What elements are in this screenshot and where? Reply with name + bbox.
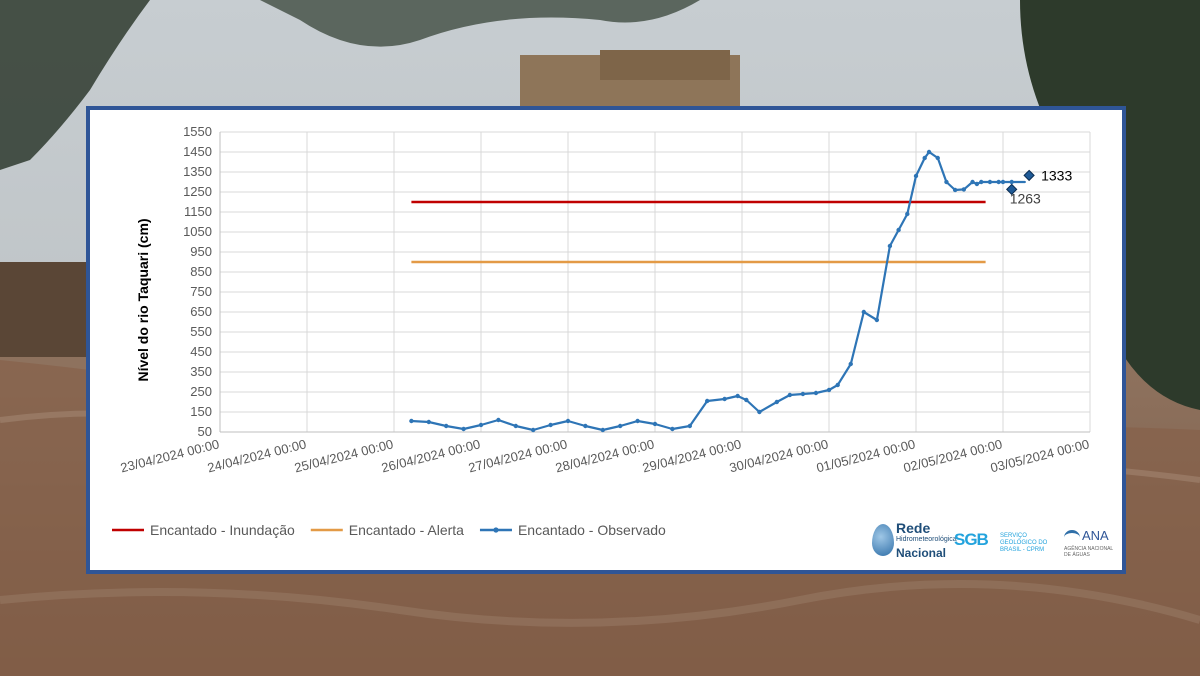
data-point [744, 397, 749, 403]
water-drop-icon [872, 524, 894, 556]
legend-marker [493, 527, 499, 533]
y-tick-label: 350 [190, 364, 212, 379]
data-point [478, 422, 484, 428]
data-point [757, 409, 762, 415]
data-point [874, 317, 880, 323]
data-point [813, 390, 819, 396]
data-point [800, 391, 806, 397]
data-point [922, 155, 927, 161]
data-point [987, 179, 993, 185]
data-point [409, 418, 414, 424]
y-tick-label: 1050 [183, 224, 212, 239]
chart-panel: 50 150 250 350 450 550 650 750 850 950 1050 1150 125… [86, 106, 1126, 574]
y-tick-label: 1150 [184, 204, 212, 219]
annotation-marker [1005, 183, 1018, 196]
data-point [896, 227, 901, 233]
y-tick-label: 650 [190, 304, 212, 319]
data-point [426, 419, 431, 425]
x-tick-label: 27/04/2024 00:00 [467, 436, 569, 475]
ana-logo: ANA AGÊNCIA NACIONAL DE ÁGUAS [1064, 528, 1113, 558]
y-tick-label: 150 [190, 404, 212, 419]
data-point [513, 423, 518, 429]
annotation-label: 1333 [1041, 167, 1072, 183]
y-tick-label: 1250 [183, 184, 212, 199]
data-point [600, 427, 605, 433]
legend-label: Encantado - Observado [518, 522, 666, 538]
y-tick-label: 1350 [183, 164, 212, 179]
x-tick-label: 01/05/2024 00:00 [815, 436, 917, 475]
legend-label: Encantado - Alerta [349, 522, 464, 538]
x-tick-label: 28/04/2024 00:00 [554, 436, 656, 475]
sgb-logo: SGB SERVIÇO GEOLÓGICO DO BRASIL - CPRM [954, 530, 1048, 553]
y-tick-label: 950 [190, 244, 212, 259]
annotation-label: 1263 [1010, 190, 1041, 206]
series-line-observado [410, 150, 1026, 432]
data-point [835, 382, 840, 388]
x-tick-label: 26/04/2024 00:00 [380, 436, 482, 475]
data-point [887, 243, 893, 249]
data-point [548, 422, 553, 428]
data-point [652, 421, 658, 427]
data-point [461, 426, 466, 432]
logos: Rede Hidrometeorológica Nacional SGB SER… [872, 518, 1116, 564]
data-point [1009, 179, 1014, 185]
wave-icon [1064, 530, 1080, 545]
river-level-chart: 50 150 250 350 450 550 650 750 850 950 1050 1150 125… [112, 124, 1091, 538]
data-point [1000, 179, 1006, 185]
data-point [705, 398, 710, 404]
data-point [935, 155, 940, 161]
data-point [531, 427, 536, 433]
chart-series [409, 149, 1026, 433]
y-tick-label: 250 [190, 384, 212, 399]
x-tick-label: 23/04/2024 00:00 [119, 436, 221, 475]
chart-legend: Encantado - Inundação Encantado - Alerta E… [112, 522, 666, 538]
data-point [970, 179, 975, 185]
y-tick-label: 1450 [183, 144, 212, 159]
data-point [913, 173, 919, 179]
data-point [944, 179, 949, 185]
data-point [787, 392, 793, 398]
data-point [774, 399, 779, 405]
data-point [974, 181, 980, 187]
data-point [826, 387, 832, 393]
data-point [905, 211, 910, 217]
y-tick-label: 850 [190, 264, 212, 279]
x-tick-label: 29/04/2024 00:00 [641, 436, 743, 475]
data-point [670, 426, 675, 432]
data-point [735, 393, 740, 399]
y-tick-label: 50 [198, 424, 212, 439]
annotation-marker [1023, 169, 1035, 182]
x-tick-label: 24/04/2024 00:00 [206, 436, 308, 475]
data-point [926, 149, 932, 155]
legend-label: Encantado - Inundação [150, 522, 295, 538]
data-point [496, 417, 501, 423]
x-tick-label: 30/04/2024 00:00 [728, 436, 830, 475]
y-tick-label: 750 [190, 284, 212, 299]
y-tick-label: 550 [190, 324, 212, 339]
x-tick-label: 02/05/2024 00:00 [902, 436, 1004, 475]
data-point [583, 423, 588, 429]
rede-hidrometeorologica-logo: Rede Hidrometeorológica Nacional [872, 518, 957, 564]
data-point [996, 179, 1001, 185]
y-tick-label: 450 [190, 344, 212, 359]
data-point [861, 309, 866, 315]
data-point [952, 187, 958, 193]
data-point [979, 179, 984, 185]
data-point [565, 418, 571, 424]
y-tick-labels: 50 150 250 350 450 550 650 750 850 950 1050 1150 125… [183, 124, 212, 439]
data-point [444, 423, 449, 429]
data-point [635, 418, 640, 424]
data-point [722, 396, 727, 402]
x-tick-label: 03/05/2024 00:00 [989, 436, 1091, 475]
chart-grid [219, 131, 1091, 433]
data-point [687, 423, 692, 429]
y-axis-label: Nível do rio Taquari (cm) [135, 218, 151, 381]
data-point [618, 423, 623, 429]
x-tick-label: 25/04/2024 00:00 [293, 436, 395, 475]
y-tick-label: 1550 [183, 124, 212, 139]
data-point [961, 187, 967, 192]
data-point [848, 361, 853, 367]
